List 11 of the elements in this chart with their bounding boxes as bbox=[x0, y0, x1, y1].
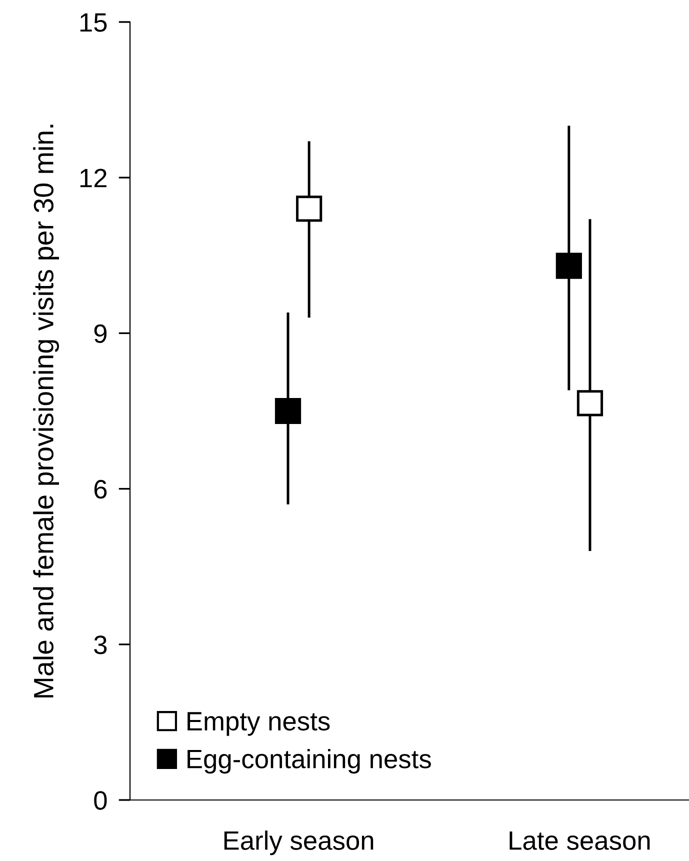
y-tick-label: 3 bbox=[94, 636, 107, 654]
y-tick-label: 15 bbox=[80, 13, 107, 32]
x-tick-label: Early season bbox=[224, 830, 374, 856]
x-tick-label: Late season bbox=[510, 832, 650, 850]
y-axis-title: Male and female provisioning visits per 30 min. bbox=[33, 124, 59, 698]
y-tick-label: 12 bbox=[80, 168, 106, 188]
legend-label: Egg-containing nests bbox=[188, 749, 431, 774]
y-tick-label: 9 bbox=[94, 324, 107, 344]
legend-label: Empty nests bbox=[188, 712, 330, 736]
y-tick-label: 6 bbox=[94, 480, 107, 499]
y-tick-label: 0 bbox=[94, 791, 107, 810]
